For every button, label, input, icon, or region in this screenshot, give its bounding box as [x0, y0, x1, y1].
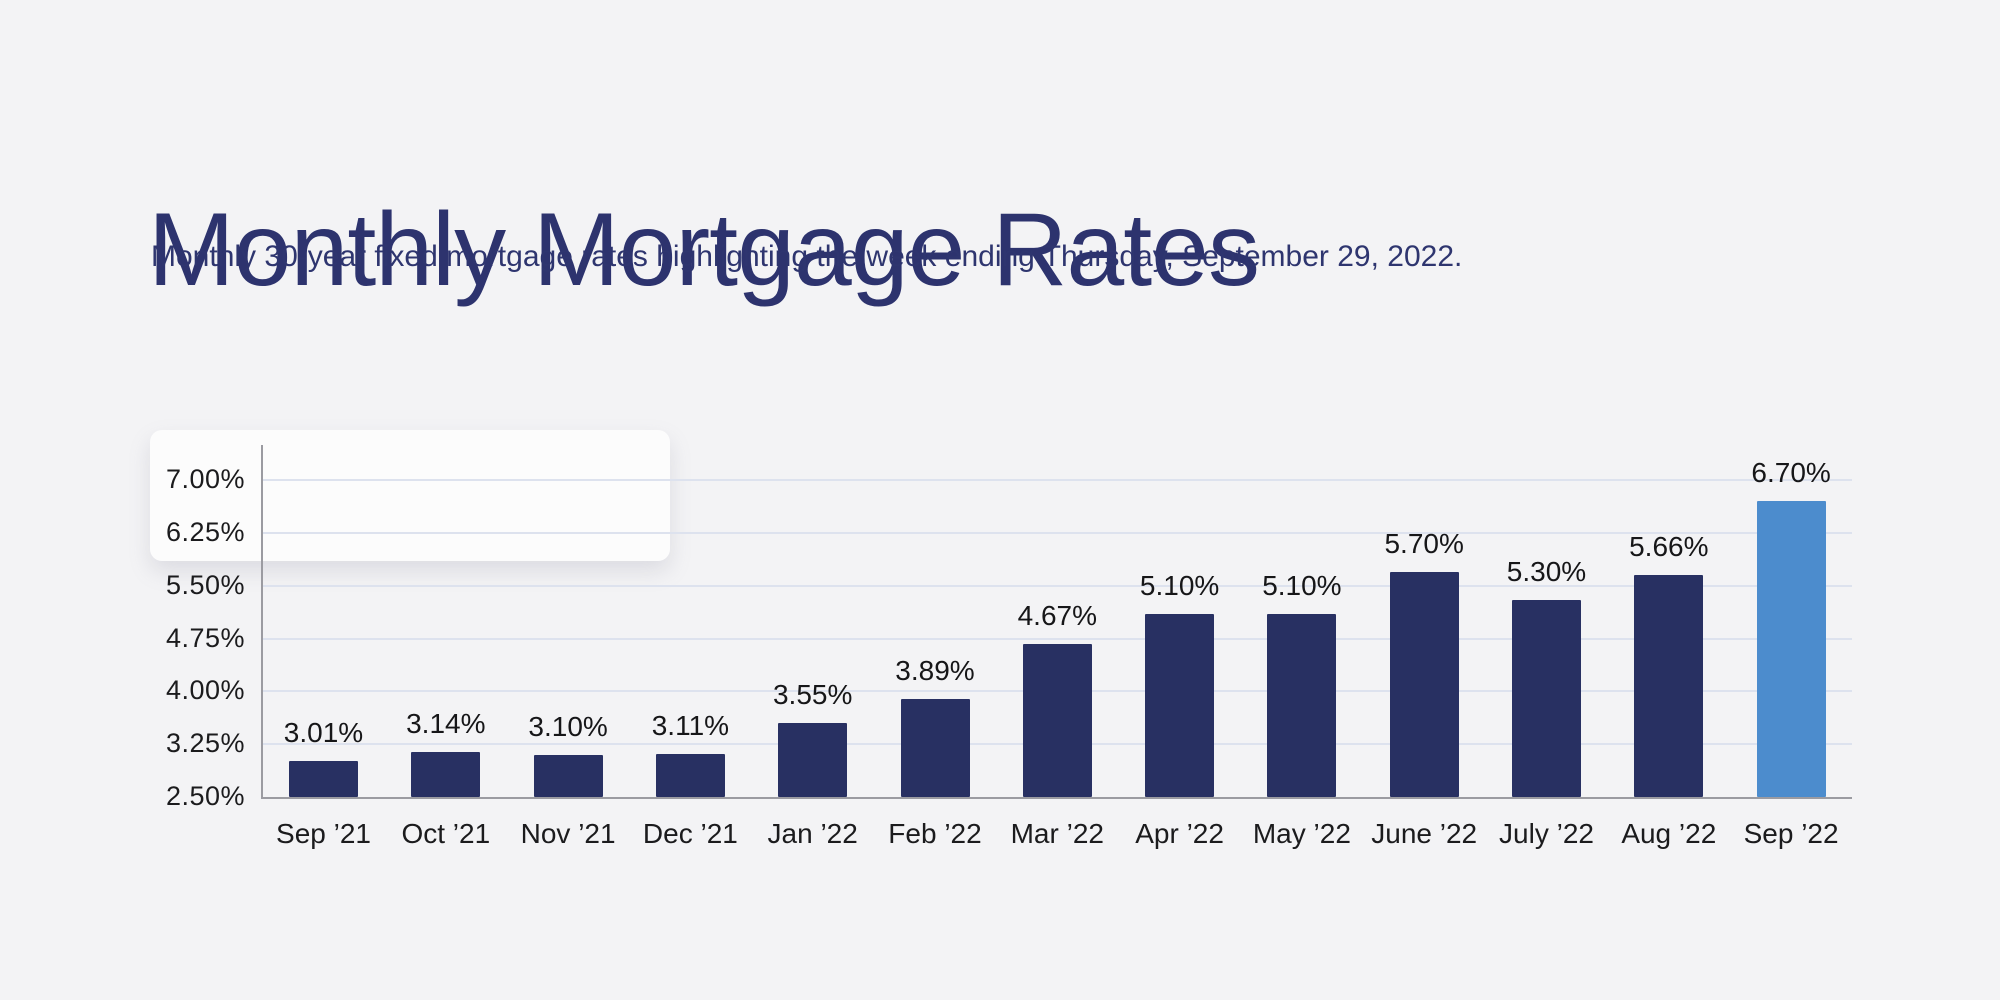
bar — [533, 754, 603, 797]
x-axis-label: Sep ’21 — [276, 818, 371, 849]
gridline — [261, 584, 1852, 587]
y-axis-label: 6.25% — [165, 517, 245, 547]
x-axis-label: Sep ’22 — [1743, 818, 1839, 849]
y-axis-line — [261, 445, 263, 799]
page-title: Monthly Mortgage Rates — [148, 191, 1260, 308]
y-axis-label: 2.50% — [165, 781, 245, 811]
bar-value-label: 3.11% — [651, 710, 730, 742]
y-axis-label: 3.25% — [165, 728, 245, 759]
x-axis-label: June ’22 — [1371, 818, 1478, 849]
bar-value-label: 5.30% — [1506, 555, 1587, 587]
bar — [411, 751, 481, 797]
gridline — [261, 637, 1852, 640]
x-axis-label: Feb ’22 — [888, 818, 982, 849]
bar-value-label: 3.10% — [528, 710, 608, 742]
bar — [900, 699, 970, 797]
x-axis-label: Jan ’22 — [767, 818, 858, 849]
y-axis-label: 5.50% — [165, 569, 245, 600]
gridline — [261, 532, 1852, 534]
bar-value-label: 3.89% — [895, 655, 975, 687]
x-axis-label: Oct ’21 — [401, 818, 491, 849]
decorative-card — [150, 430, 670, 561]
bar — [1389, 571, 1459, 797]
bar-value-label: 6.70% — [1751, 457, 1831, 489]
x-axis-label: Mar ’22 — [1010, 818, 1104, 849]
bar — [778, 723, 848, 797]
y-axis-label: 7.00% — [165, 464, 245, 495]
x-axis-line — [261, 797, 1852, 799]
x-axis-label: July ’22 — [1499, 818, 1594, 849]
bar-value-label: 5.70% — [1384, 527, 1464, 559]
gridline — [261, 479, 1852, 482]
bar — [655, 754, 725, 797]
y-axis-label: 4.75% — [165, 622, 245, 653]
page-subtitle: Monthly 30-year fixed mortgage rates hig… — [151, 240, 1463, 273]
bar — [289, 761, 358, 797]
x-axis-label: May ’22 — [1252, 818, 1351, 849]
bar-value-label: 4.67% — [1017, 600, 1097, 632]
x-axis-label: Aug ’22 — [1621, 818, 1717, 849]
bar-value-label: 3.14% — [406, 707, 486, 739]
y-axis-label: 4.00% — [165, 675, 245, 706]
bar — [1634, 574, 1704, 797]
bar-value-label: 3.01% — [283, 717, 364, 749]
bar-value-label: 5.66% — [1629, 530, 1709, 562]
bar-highlighted — [1756, 501, 1826, 797]
bar-value-label: 3.55% — [772, 679, 853, 711]
bar — [1267, 613, 1337, 797]
bar — [1512, 599, 1581, 797]
bar — [1022, 644, 1092, 797]
bar-value-label: 5.10% — [1262, 569, 1342, 601]
bar — [1145, 613, 1215, 797]
x-axis-label: Apr ’22 — [1135, 818, 1224, 849]
bar-value-label: 5.10% — [1139, 569, 1220, 601]
x-axis-label: Dec ’21 — [642, 818, 738, 849]
x-axis-label: Nov ’21 — [520, 818, 616, 849]
